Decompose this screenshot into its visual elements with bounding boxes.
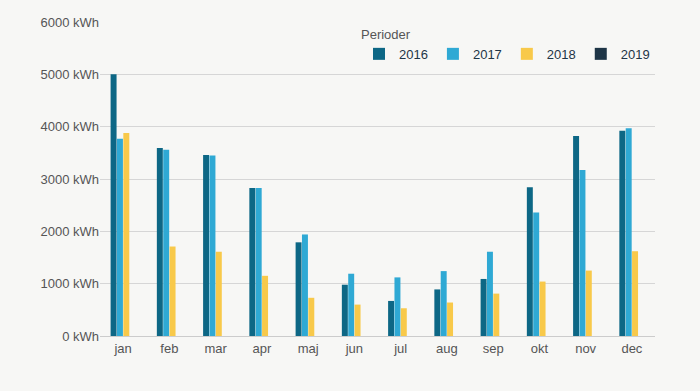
svg-text:sep: sep xyxy=(483,341,504,356)
svg-text:jul: jul xyxy=(393,341,407,356)
svg-text:feb: feb xyxy=(160,341,178,356)
svg-text:6000 kWh: 6000 kWh xyxy=(40,15,99,30)
svg-text:4000 kWh: 4000 kWh xyxy=(40,119,99,134)
svg-text:dec: dec xyxy=(621,341,642,356)
svg-text:2017: 2017 xyxy=(473,47,502,62)
svg-text:5000 kWh: 5000 kWh xyxy=(40,67,99,82)
svg-text:okt: okt xyxy=(531,341,549,356)
svg-text:jan: jan xyxy=(113,341,131,356)
svg-text:0 kWh: 0 kWh xyxy=(62,329,99,344)
svg-text:nov: nov xyxy=(575,341,596,356)
svg-text:3000 kWh: 3000 kWh xyxy=(40,172,99,187)
svg-text:apr: apr xyxy=(252,341,271,356)
svg-text:2019: 2019 xyxy=(621,47,650,62)
svg-text:2016: 2016 xyxy=(399,47,428,62)
svg-text:1000 kWh: 1000 kWh xyxy=(40,276,99,291)
svg-text:mar: mar xyxy=(204,341,227,356)
svg-text:aug: aug xyxy=(436,341,458,356)
svg-text:2000 kWh: 2000 kWh xyxy=(40,224,99,239)
svg-text:maj: maj xyxy=(298,341,319,356)
svg-text:jun: jun xyxy=(345,341,363,356)
svg-text:2018: 2018 xyxy=(547,47,576,62)
svg-text:Perioder: Perioder xyxy=(361,27,411,42)
